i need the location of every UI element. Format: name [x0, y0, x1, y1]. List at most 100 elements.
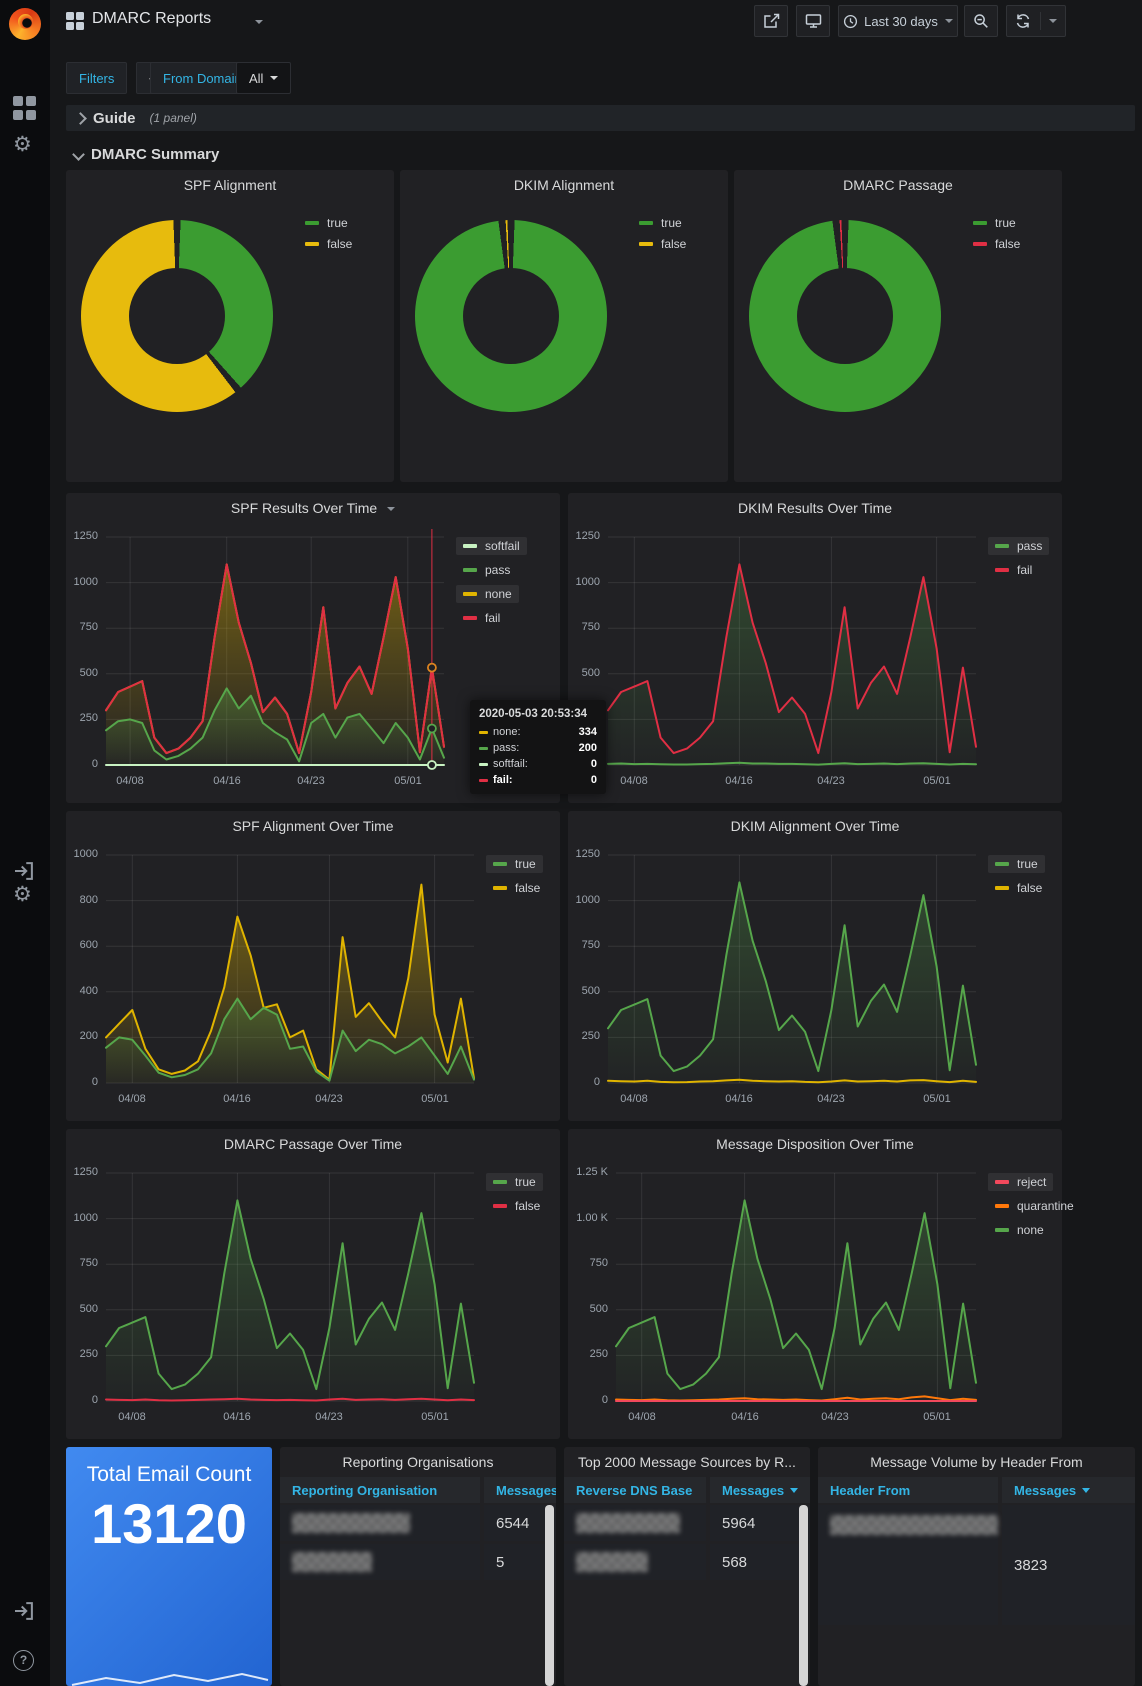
dashboards-icon[interactable] [13, 96, 37, 120]
tooltip-row: fail: 0 [479, 774, 597, 786]
x-axis-tick: 05/01 [394, 775, 422, 787]
configuration-gear-icon[interactable]: ⚙ [13, 133, 32, 156]
legend-item-true[interactable]: true [486, 1173, 543, 1191]
column-header-reporting-organisation[interactable]: Reporting Organisation [280, 1477, 480, 1503]
panel-title[interactable]: DKIM Alignment Over Time [730, 818, 900, 834]
filters-label: Filters [66, 62, 128, 94]
legend-item-pass[interactable]: pass [988, 537, 1050, 555]
x-axis-tick: 04/08 [628, 1411, 656, 1423]
legend-item-true[interactable]: true [632, 214, 689, 232]
x-axis-tick: 04/23 [821, 1411, 849, 1423]
column-header-reverse-dns-base[interactable]: Reverse DNS Base [564, 1477, 706, 1503]
y-axis-tick: 500 [581, 667, 600, 679]
panel-title[interactable]: DMARC Passage [843, 177, 953, 193]
legend-item-false[interactable]: false [298, 235, 359, 253]
x-axis-tick: 04/23 [817, 775, 845, 787]
table-scrollbar[interactable] [545, 1505, 554, 1686]
legend-item-true[interactable]: true [966, 214, 1023, 232]
stat-title: Total Email Count [86, 1463, 252, 1486]
table-row[interactable]: 568 [564, 1544, 810, 1580]
zoom-out-button[interactable] [964, 5, 998, 37]
time-series-canvas[interactable] [66, 493, 560, 803]
column-header-messages[interactable]: Messages [1002, 1477, 1135, 1503]
x-axis-tick: 04/16 [725, 1093, 753, 1105]
time-series-canvas[interactable] [66, 811, 560, 1121]
table-row[interactable]: 5 [280, 1544, 556, 1580]
tooltip-row: softfail: 0 [479, 758, 597, 770]
table-row[interactable]: 6544 [280, 1505, 556, 1541]
legend-item-reject[interactable]: reject [988, 1173, 1054, 1191]
summary-section-row[interactable]: DMARC Summary [66, 141, 1135, 167]
x-axis-tick: 04/16 [223, 1411, 251, 1423]
refresh-icon [1016, 14, 1030, 28]
column-header-messages[interactable]: Messages [484, 1477, 556, 1503]
table-scrollbar[interactable] [799, 1505, 808, 1686]
panel-title[interactable]: SPF Alignment Over Time [232, 818, 394, 834]
chevron-down-icon [72, 147, 85, 161]
column-header-header-from[interactable]: Header From [818, 1477, 998, 1503]
x-axis-tick: 04/16 [731, 1411, 759, 1423]
panel-title[interactable]: Message Disposition Over Time [716, 1136, 914, 1152]
table-title[interactable]: Top 2000 Message Sources by R... [578, 1454, 796, 1470]
legend-item-pass[interactable]: pass [456, 561, 517, 579]
donut-chart[interactable] [415, 220, 607, 412]
x-axis-tick: 05/01 [421, 1411, 449, 1423]
table-title[interactable]: Reporting Organisations [342, 1454, 494, 1470]
panel-title[interactable]: DMARC Passage Over Time [223, 1136, 403, 1152]
grafana-logo[interactable] [9, 8, 41, 40]
server-admin-gear-icon[interactable]: ⚙ [13, 883, 32, 906]
x-axis-tick: 04/16 [223, 1093, 251, 1105]
donut-chart[interactable] [81, 220, 273, 412]
legend-item-quarantine[interactable]: quarantine [988, 1197, 1081, 1215]
x-axis-tick: 04/08 [118, 1093, 146, 1105]
legend-item-false[interactable]: false [632, 235, 693, 253]
guide-section-row[interactable]: Guide (1 panel) [66, 105, 1135, 131]
time-series-canvas[interactable] [66, 1129, 560, 1439]
time-series-canvas[interactable] [568, 493, 1062, 803]
panel-title[interactable]: SPF Alignment [183, 177, 277, 193]
legend-item-true[interactable]: true [988, 855, 1045, 873]
legend-item-true[interactable]: true [298, 214, 355, 232]
time-series-canvas[interactable] [568, 811, 1062, 1121]
legend-item-none[interactable]: none [988, 1221, 1051, 1239]
y-axis-tick: 1000 [575, 894, 600, 906]
legend-item-false[interactable]: false [486, 879, 547, 897]
y-axis-tick: 1000 [73, 576, 98, 588]
y-axis-tick: 500 [581, 985, 600, 997]
legend-item-none[interactable]: none [456, 585, 519, 603]
column-header-messages[interactable]: Messages [710, 1477, 810, 1503]
panel-title[interactable]: DKIM Alignment [513, 177, 615, 193]
panel-spf-results-over-time: SPF Results Over Time 0 250 500 750 1000 1250… [66, 493, 560, 803]
legend-item-softfail[interactable]: softfail [456, 537, 527, 555]
panel-title[interactable]: DKIM Results Over Time [737, 500, 893, 516]
legend-item-true[interactable]: true [486, 855, 543, 873]
kiosk-mode-button[interactable] [796, 5, 830, 37]
legend-item-fail[interactable]: fail [456, 609, 507, 627]
messages-cell: 5964 [710, 1505, 810, 1541]
time-series-canvas[interactable] [568, 1129, 1062, 1439]
legend-item-false[interactable]: false [486, 1197, 547, 1215]
sign-in-icon[interactable] [13, 862, 37, 886]
zoom-out-icon [974, 14, 988, 28]
legend-item-false[interactable]: false [966, 235, 1027, 253]
dashboard-title-caret-icon[interactable] [255, 20, 263, 24]
y-axis-tick: 0 [601, 1394, 608, 1406]
dashboard-title[interactable]: DMARC Reports [92, 10, 212, 27]
from-domain-select[interactable]: All [236, 62, 292, 94]
y-axis-tick: 250 [589, 1348, 608, 1360]
refresh-button[interactable] [1006, 5, 1066, 37]
table-row[interactable]: 5964 [564, 1505, 810, 1541]
legend-item-false[interactable]: false [988, 879, 1049, 897]
time-range-picker[interactable]: Last 30 days [838, 5, 958, 37]
y-axis-tick: 1000 [73, 1212, 98, 1224]
help-icon[interactable]: ? [13, 1650, 34, 1671]
donut-chart[interactable] [749, 220, 941, 412]
legend-item-fail[interactable]: fail [988, 561, 1039, 579]
table-title[interactable]: Message Volume by Header From [870, 1454, 1083, 1470]
table-row[interactable]: 3823 [818, 1505, 1135, 1625]
sign-in-bottom-icon[interactable] [13, 1602, 37, 1626]
y-axis-tick: 200 [79, 1030, 98, 1042]
share-button[interactable] [754, 5, 788, 37]
y-axis-tick: 0 [593, 1076, 600, 1088]
dashboard-grid-icon [66, 12, 84, 30]
